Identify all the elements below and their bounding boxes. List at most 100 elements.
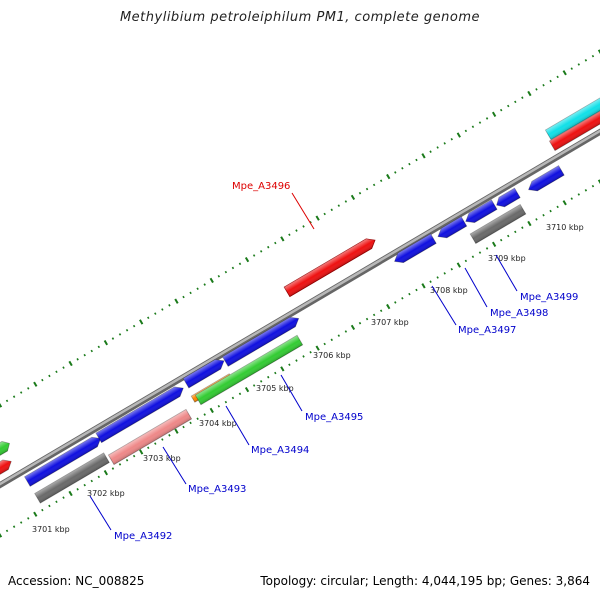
minor-tick	[450, 137, 453, 141]
gene-labels[interactable]: Mpe_A3492 Mpe_A3493 Mpe_A3494 Mpe_A3495 Mpe_…	[89, 181, 578, 542]
minor-tick	[429, 150, 432, 153]
gene-blue[interactable]	[463, 199, 498, 226]
gene-cyan[interactable]	[544, 84, 600, 141]
minor-tick	[542, 213, 545, 217]
minor-tick	[365, 317, 369, 321]
major-tick	[597, 49, 600, 54]
gene-label-mpe-a3498[interactable]: Mpe_A3498	[490, 308, 548, 319]
minor-tick	[499, 238, 503, 242]
gene-gray[interactable]	[469, 204, 527, 244]
gene-blue[interactable]	[24, 434, 104, 487]
gene-red-top[interactable]	[548, 95, 600, 152]
minor-tick	[97, 345, 101, 349]
minor-tick	[147, 446, 150, 450]
major-tick	[562, 200, 567, 206]
major-tick	[562, 70, 567, 76]
label-leader-line	[89, 495, 112, 531]
minor-tick	[97, 475, 101, 479]
gene-blue[interactable]	[494, 187, 521, 210]
minor-tick	[252, 384, 256, 387]
major-tick	[456, 132, 461, 138]
kbp-scale-labels: 3701 kbp 3702 kbp 3703 kbp 3704 kbp 3705 kbp…	[32, 223, 584, 534]
label-leader-line	[495, 254, 518, 292]
minor-tick	[5, 399, 9, 403]
tick-marks	[0, 49, 600, 538]
minor-tick	[570, 197, 573, 200]
major-tick	[280, 236, 285, 242]
gene-blue[interactable]	[95, 383, 186, 444]
gene-green[interactable]	[194, 334, 304, 406]
kbp-label: 3701 kbp	[32, 525, 70, 534]
minor-tick	[62, 366, 65, 369]
major-tick	[33, 511, 38, 517]
minor-tick	[577, 63, 581, 66]
kbp-label: 3703 kbp	[143, 454, 181, 463]
gene-blue[interactable]	[435, 216, 468, 242]
kbp-label: 3707 kbp	[371, 318, 409, 327]
minor-tick	[90, 349, 93, 353]
minor-tick	[118, 333, 122, 336]
major-tick	[280, 366, 285, 372]
minor-tick	[168, 304, 171, 307]
minor-tick	[83, 353, 86, 357]
minor-tick	[365, 187, 369, 191]
major-tick	[68, 360, 73, 367]
gene-label-mpe-a3499[interactable]: Mpe_A3499	[520, 292, 578, 303]
gene-gray[interactable]	[34, 452, 110, 504]
minor-tick	[189, 421, 192, 425]
kbp-label: 3704 kbp	[199, 419, 237, 428]
major-tick	[209, 277, 214, 284]
minor-tick	[161, 308, 164, 311]
gene-blue[interactable]	[526, 165, 565, 195]
minor-tick	[521, 226, 524, 229]
minor-tick	[591, 184, 595, 188]
minor-tick	[464, 129, 468, 133]
minor-tick	[196, 417, 199, 420]
major-tick	[139, 449, 144, 455]
minor-tick	[302, 225, 305, 228]
gene-blue[interactable]	[182, 356, 227, 389]
major-tick	[315, 215, 320, 221]
minor-tick	[309, 221, 312, 224]
major-tick	[174, 428, 179, 434]
gene-mpe-a3496[interactable]	[283, 235, 377, 298]
gene-blue[interactable]	[222, 314, 302, 367]
major-tick	[527, 220, 532, 227]
gene-label-mpe-a3495[interactable]: Mpe_A3495	[305, 412, 363, 423]
minor-tick	[478, 251, 482, 254]
gene-label-mpe-a3494[interactable]: Mpe_A3494	[251, 445, 309, 456]
gene-label-mpe-a3493[interactable]: Mpe_A3493	[188, 484, 246, 495]
minor-tick	[55, 500, 58, 504]
minor-tick	[83, 483, 86, 487]
minor-tick	[358, 191, 362, 195]
minor-tick	[203, 283, 206, 286]
gene-pink[interactable]	[107, 408, 193, 466]
minor-tick	[238, 392, 242, 396]
minor-tick	[55, 370, 58, 374]
kbp-label: 3709 kbp	[488, 254, 526, 263]
minor-tick	[408, 162, 411, 166]
minor-tick	[556, 205, 559, 209]
minor-tick	[358, 321, 362, 325]
gene-label-mpe-a3497[interactable]: Mpe_A3497	[458, 325, 516, 336]
minor-tick	[323, 212, 326, 216]
minor-tick	[478, 121, 482, 124]
minor-tick	[302, 355, 305, 358]
minor-tick	[295, 229, 298, 232]
gene-green-edge[interactable]	[0, 439, 12, 460]
minor-tick	[379, 179, 383, 183]
minor-tick	[485, 247, 489, 250]
gene-label-mpe-a3496[interactable]: Mpe_A3496	[232, 181, 290, 192]
gene-features[interactable]	[0, 84, 600, 504]
gene-red-edge[interactable]	[0, 457, 14, 480]
gene-label-mpe-a3492[interactable]: Mpe_A3492	[114, 531, 172, 542]
minor-tick	[27, 387, 30, 390]
minor-tick	[379, 309, 383, 313]
minor-tick	[372, 313, 376, 317]
major-tick	[0, 533, 3, 538]
minor-tick	[168, 434, 171, 437]
minor-tick	[259, 380, 263, 383]
minor-tick	[161, 438, 164, 441]
gene-blue[interactable]	[392, 233, 437, 266]
